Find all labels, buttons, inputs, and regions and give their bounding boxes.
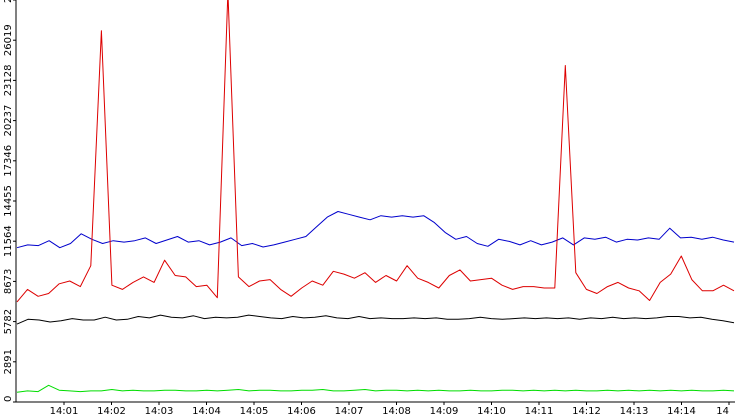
series-line-1	[16, 0, 735, 303]
series-line-2	[16, 314, 735, 325]
x-tick-label: 14:01	[50, 406, 79, 415]
x-axis: 14:01 14:02 14:03 14:04 14:05 14:06 14:07 14:08…	[16, 401, 735, 415]
y-tick-label: 0	[3, 396, 14, 402]
x-tick-label: 14:14	[667, 406, 696, 415]
x-tick-label: 14:03	[145, 406, 174, 415]
x-tick-label: 14:07	[335, 406, 364, 415]
y-tick-label: 17346	[3, 145, 14, 177]
y-tick-label: 23128	[3, 64, 14, 96]
x-tick-label: 14:08	[382, 406, 411, 415]
y-tick-label: 28911	[3, 0, 14, 3]
x-tick-label: 14:02	[97, 406, 126, 415]
y-tick-label: 26019	[3, 24, 14, 56]
x-tick-label: 14:11	[525, 406, 554, 415]
x-tick-label: 14	[716, 406, 729, 415]
x-tick-label: 14:05	[240, 406, 269, 415]
x-tick-label: 14:04	[192, 406, 221, 415]
y-axis: 0 2891 5782 8673 11564 14455 17346 20237 23128 26…	[3, 0, 17, 403]
series-line-0	[16, 211, 735, 249]
series-line-3	[16, 384, 735, 393]
x-tick-label: 14:10	[477, 406, 506, 415]
series-layer	[16, 0, 735, 393]
x-tick-label: 14:09	[430, 406, 459, 415]
y-tick-label: 20237	[3, 105, 14, 137]
x-tick-label: 14:12	[572, 406, 601, 415]
y-tick-label: 2891	[3, 349, 14, 374]
x-tick-label: 14:13	[620, 406, 649, 415]
y-tick-label: 8673	[3, 269, 14, 294]
y-tick-label: 14455	[3, 185, 14, 217]
y-tick-label: 5782	[3, 309, 14, 334]
x-tick-label: 14:06	[287, 406, 316, 415]
y-tick-label: 11564	[3, 225, 14, 257]
